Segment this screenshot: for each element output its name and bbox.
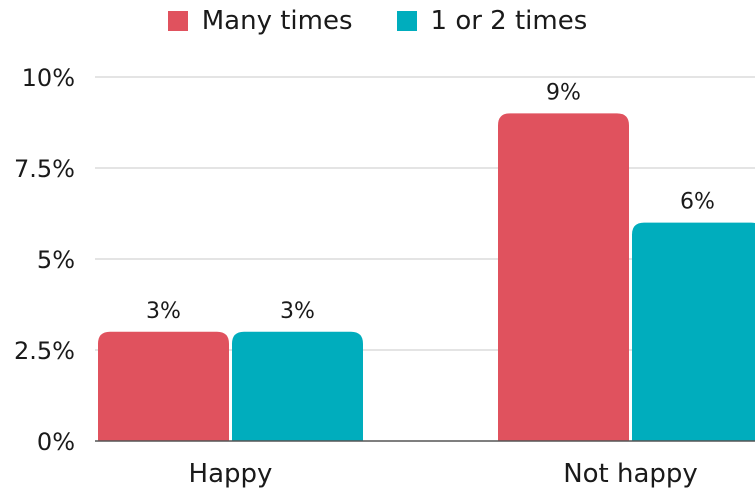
legend: Many times 1 or 2 times — [0, 6, 755, 36]
bar — [498, 113, 629, 442]
y-tick-label: 5% — [37, 246, 75, 274]
data-label: 9% — [546, 80, 581, 105]
y-tick-label: 10% — [22, 64, 75, 92]
x-tick-label: Happy — [189, 459, 273, 488]
y-tick-label: 0% — [37, 428, 75, 456]
data-label: 3% — [146, 299, 181, 324]
legend-swatch-1-or-2-times — [396, 11, 417, 31]
bar — [632, 222, 755, 441]
legend-label-many-times: Many times — [201, 6, 353, 36]
data-label: 6% — [680, 190, 715, 215]
legend-label-1-or-2-times: 1 or 2 times — [430, 6, 588, 36]
bar — [98, 331, 229, 441]
legend-item-many-times[interactable]: Many times — [167, 6, 353, 36]
legend-swatch-many-times — [167, 11, 188, 31]
y-tick-label: 2.5% — [14, 337, 75, 365]
legend-item-1-or-2-times[interactable]: 1 or 2 times — [396, 6, 588, 36]
y-tick-label: 7.5% — [14, 155, 75, 183]
data-label: 3% — [280, 299, 315, 324]
x-tick-label: Not happy — [563, 459, 698, 488]
bar — [232, 331, 363, 441]
